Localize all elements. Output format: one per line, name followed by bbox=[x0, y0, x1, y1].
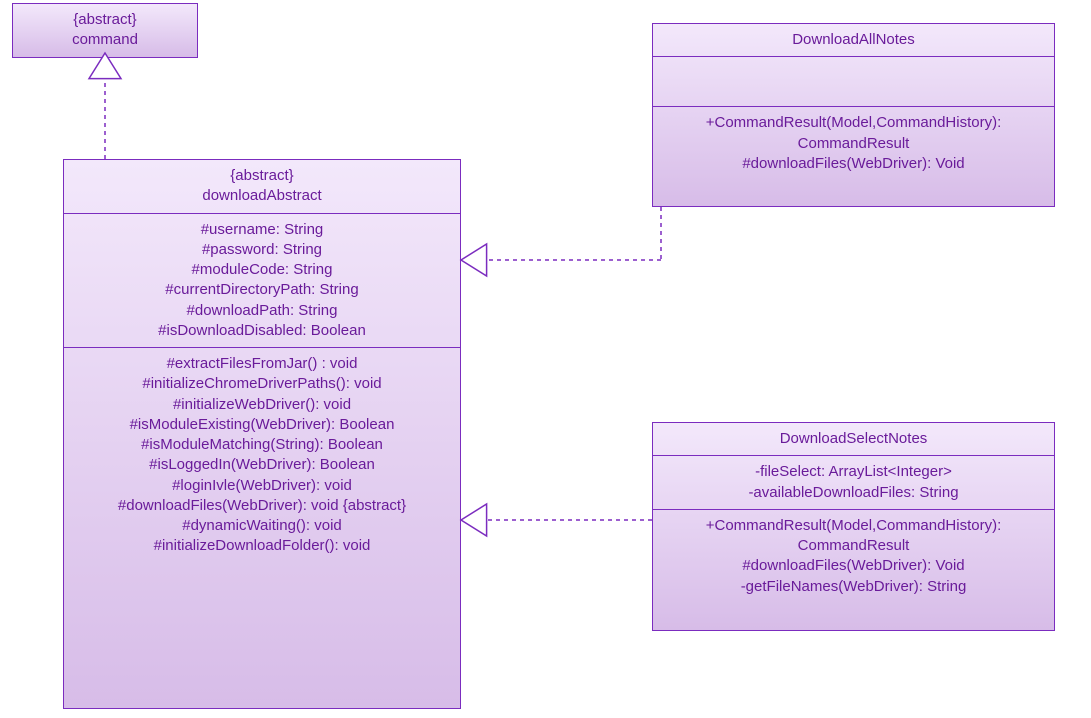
uml-line: DownloadAllNotes bbox=[663, 30, 1044, 50]
uml-line: #initializeWebDriver(): void bbox=[74, 395, 450, 415]
uml-line: #isModuleMatching(String): Boolean bbox=[74, 435, 450, 455]
uml-line: {abstract} bbox=[74, 166, 450, 186]
downloadAllNotes-section-1 bbox=[653, 57, 1054, 107]
uml-line: #username: String bbox=[74, 220, 450, 240]
uml-line: {abstract} bbox=[23, 10, 187, 30]
uml-line: #downloadPath: String bbox=[74, 301, 450, 321]
downloadAllNotes-section-0: DownloadAllNotes bbox=[653, 24, 1054, 57]
uml-line: #downloadFiles(WebDriver): Void bbox=[663, 556, 1044, 576]
downloadAllNotes-classbox: DownloadAllNotes +CommandResult(Model,Com… bbox=[652, 23, 1055, 207]
uml-line: #loginIvle(WebDriver): void bbox=[74, 476, 450, 496]
uml-line: #password: String bbox=[74, 240, 450, 260]
downloadAbstract-classbox: {abstract}downloadAbstract#username: Str… bbox=[63, 159, 461, 709]
uml-line: #initializeChromeDriverPaths(): void bbox=[74, 374, 450, 394]
downloadAbstract-section-1: #username: String#password: String#modul… bbox=[64, 214, 460, 349]
downloadAllNotes-section-2: +CommandResult(Model,CommandHistory):Com… bbox=[653, 107, 1054, 180]
uml-line: downloadAbstract bbox=[74, 186, 450, 206]
command-classbox: {abstract}command bbox=[12, 3, 198, 58]
uml-line: CommandResult bbox=[663, 536, 1044, 556]
uml-line: CommandResult bbox=[663, 134, 1044, 154]
uml-line: #isLoggedIn(WebDriver): Boolean bbox=[74, 455, 450, 475]
downloadAbstract-section-2: #extractFilesFromJar() : void#initialize… bbox=[64, 348, 460, 563]
uml-line: +CommandResult(Model,CommandHistory): bbox=[663, 516, 1044, 536]
uml-line: #dynamicWaiting(): void bbox=[74, 516, 450, 536]
uml-line: #downloadFiles(WebDriver): Void bbox=[663, 154, 1044, 174]
uml-line: #isDownloadDisabled: Boolean bbox=[74, 321, 450, 341]
uml-line: #currentDirectoryPath: String bbox=[74, 280, 450, 300]
uml-line: #initializeDownloadFolder(): void bbox=[74, 536, 450, 556]
uml-line: command bbox=[23, 30, 187, 50]
uml-line: -availableDownloadFiles: String bbox=[663, 483, 1044, 503]
uml-line: #extractFilesFromJar() : void bbox=[74, 354, 450, 374]
downloadAbstract-section-0: {abstract}downloadAbstract bbox=[64, 160, 460, 214]
uml-line: #isModuleExisting(WebDriver): Boolean bbox=[74, 415, 450, 435]
uml-line: #downloadFiles(WebDriver): void {abstrac… bbox=[74, 496, 450, 516]
uml-line: +CommandResult(Model,CommandHistory): bbox=[663, 113, 1044, 133]
uml-line: -getFileNames(WebDriver): String bbox=[663, 577, 1044, 597]
uml-line: -fileSelect: ArrayList<Integer> bbox=[663, 462, 1044, 482]
command-section-0: {abstract}command bbox=[13, 4, 197, 57]
uml-line: DownloadSelectNotes bbox=[663, 429, 1044, 449]
downloadSelectNotes-section-1: -fileSelect: ArrayList<Integer>-availabl… bbox=[653, 456, 1054, 510]
uml-line: #moduleCode: String bbox=[74, 260, 450, 280]
downloadSelectNotes-section-0: DownloadSelectNotes bbox=[653, 423, 1054, 456]
downloadSelectNotes-section-2: +CommandResult(Model,CommandHistory):Com… bbox=[653, 510, 1054, 603]
downloadSelectNotes-classbox: DownloadSelectNotes -fileSelect: ArrayLis… bbox=[652, 422, 1055, 631]
